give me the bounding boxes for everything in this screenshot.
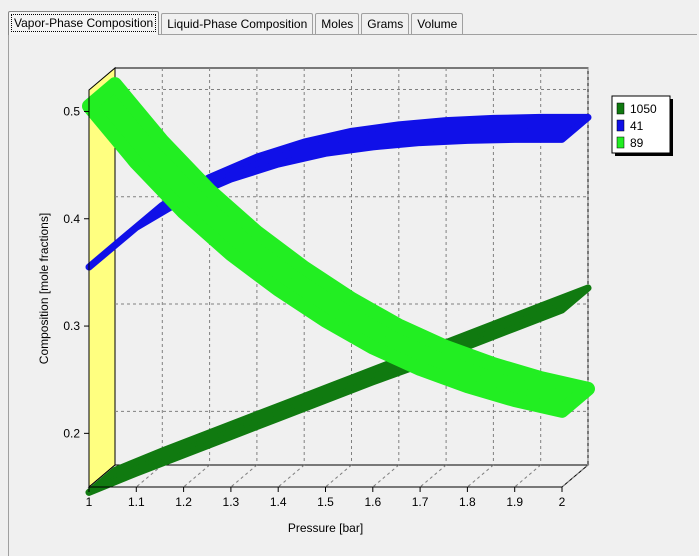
data-point-1050 xyxy=(290,406,292,408)
legend-swatch-41 xyxy=(616,119,625,132)
data-point-89 xyxy=(479,374,481,376)
x-tick-label: 2 xyxy=(559,495,566,509)
data-point-89 xyxy=(385,336,387,338)
tab-grams[interactable]: Grams xyxy=(361,13,410,34)
tab-strip: Vapor-Phase Composition Liquid-Phase Com… xyxy=(8,10,465,35)
x-tick-label: 1.2 xyxy=(175,495,192,509)
tab-vapor-phase-composition[interactable]: Vapor-Phase Composition xyxy=(8,11,160,35)
data-point-41 xyxy=(101,255,103,257)
legend-swatch-1050 xyxy=(616,102,625,115)
data-point-41 xyxy=(479,128,481,130)
y-tick-label: 0.2 xyxy=(63,426,80,440)
data-point-41 xyxy=(527,127,529,129)
x-tick-label: 1.5 xyxy=(317,495,334,509)
legend-swatch-89 xyxy=(616,136,625,149)
data-point-89 xyxy=(338,309,339,311)
chart-legend: 1050 41 89 xyxy=(611,95,673,156)
floor xyxy=(87,464,590,488)
data-point-1050 xyxy=(196,443,198,445)
data-point-1050 xyxy=(527,316,529,318)
data-point-1050 xyxy=(479,334,481,336)
data-point-89 xyxy=(527,388,529,390)
chart-series xyxy=(82,77,595,496)
x-tick-label: 1.1 xyxy=(128,495,145,509)
x-tick-label: 1.3 xyxy=(223,495,240,509)
data-point-1050 xyxy=(385,370,387,372)
data-point-1050 xyxy=(338,388,339,390)
data-point-41 xyxy=(243,167,245,169)
x-axis-title: Pressure [bar] xyxy=(288,521,363,535)
data-point-41 xyxy=(574,127,576,129)
data-point-89 xyxy=(148,151,150,153)
data-point-89 xyxy=(243,242,245,244)
x-tick-label: 1 xyxy=(86,495,93,509)
tab-moles[interactable]: Moles xyxy=(315,13,360,34)
data-point-89 xyxy=(101,94,103,96)
data-point-1050 xyxy=(101,480,103,482)
data-point-41 xyxy=(432,131,434,133)
data-point-89 xyxy=(574,399,576,401)
chart-axes: 1 1.1 1.2 1.3 1.4 1.5 1.6 1.7 1.8 1.9 2 0.2 0.3 0.4 0.… xyxy=(37,90,566,535)
x-tick-label: 1.7 xyxy=(412,495,429,509)
y-tick-label: 0.3 xyxy=(63,319,80,333)
data-point-1050 xyxy=(243,425,245,427)
x-tick-label: 1.4 xyxy=(270,495,287,509)
data-point-41 xyxy=(338,141,339,143)
data-point-89 xyxy=(196,200,198,202)
x-tick-label: 1.6 xyxy=(364,495,381,509)
tab-liquid-phase-composition[interactable]: Liquid-Phase Composition xyxy=(161,13,314,34)
series-ribbon-89 xyxy=(82,77,595,418)
series-ribbon-1050 xyxy=(85,284,592,496)
y-axis-title: Composition [mole fractions] xyxy=(37,213,51,364)
x-tick-label: 1.8 xyxy=(459,495,476,509)
data-point-89 xyxy=(432,357,434,359)
tab-volume[interactable]: Volume xyxy=(411,13,464,34)
data-point-89 xyxy=(290,278,292,280)
data-point-41 xyxy=(290,152,292,154)
y-tick-label: 0.4 xyxy=(63,212,80,226)
data-point-1050 xyxy=(574,298,576,300)
data-point-1050 xyxy=(148,461,150,463)
data-point-41 xyxy=(148,215,150,217)
legend-label-41: 41 xyxy=(630,119,644,133)
legend-label-1050: 1050 xyxy=(630,102,657,116)
y-tick-label: 0.5 xyxy=(63,104,80,118)
x-tick-label: 1.9 xyxy=(506,495,523,509)
data-point-41 xyxy=(385,135,387,137)
legend-label-89: 89 xyxy=(630,136,644,150)
